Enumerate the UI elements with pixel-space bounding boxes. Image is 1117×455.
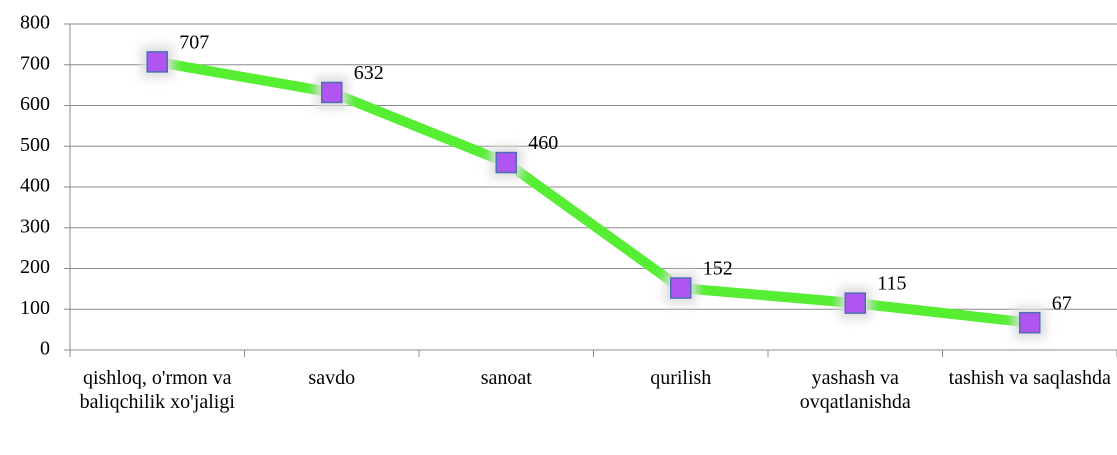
line: [156, 56, 1031, 328]
y-tick-label: 600: [20, 93, 50, 115]
x-tick-label: sanoat: [480, 367, 532, 389]
data-label: 460: [528, 132, 558, 154]
y-tick-label: 200: [20, 256, 50, 278]
y-tick-label: 800: [20, 12, 50, 34]
data-label: 67: [1052, 292, 1072, 314]
y-tick-label: 0: [40, 338, 50, 360]
y-tick-label: 300: [20, 215, 50, 237]
x-tick-label: yashash va ovqatlanishda: [799, 367, 911, 413]
marker: [321, 81, 343, 104]
x-tick-label: savdo: [308, 367, 356, 389]
marker: [670, 277, 692, 299]
marker: [1019, 311, 1041, 334]
data-label: 115: [877, 273, 906, 295]
y-tick-label: 700: [20, 52, 50, 74]
marker: [495, 151, 517, 174]
marker: [844, 292, 866, 314]
x-tick-label: qurilish: [650, 367, 712, 389]
data-label: 707: [179, 31, 209, 53]
y-tick-label: 500: [20, 134, 50, 156]
x-tick-label: qishloq, o'rmon va baliqchilik xo'jaligi: [79, 367, 235, 413]
y-tick-label: 100: [20, 297, 50, 319]
data-label: 632: [354, 62, 384, 84]
marker: [146, 51, 168, 73]
data-label: 152: [703, 258, 733, 280]
x-tick-label: tashish va saqlashda: [948, 367, 1111, 389]
y-tick-label: 400: [20, 175, 50, 197]
